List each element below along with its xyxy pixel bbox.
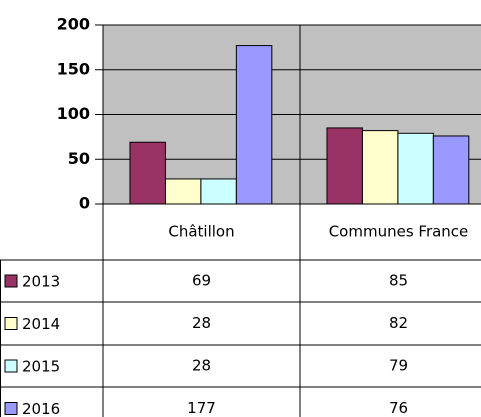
legend-swatch bbox=[4, 402, 18, 415]
legend-label: 2016 bbox=[22, 400, 60, 417]
bar bbox=[432, 135, 470, 205]
y-tick-label: 200 bbox=[57, 15, 90, 34]
legend-swatch bbox=[4, 359, 18, 373]
table-value: 82 bbox=[389, 314, 408, 332]
legend-swatch bbox=[4, 274, 18, 288]
category-label: Châtillon bbox=[168, 223, 234, 241]
table-value: 79 bbox=[389, 357, 408, 375]
legend-label: 2015 bbox=[22, 358, 60, 376]
table-value: 28 bbox=[192, 357, 211, 375]
bar bbox=[164, 178, 202, 205]
table-value: 69 bbox=[192, 272, 211, 290]
table-value: 85 bbox=[389, 272, 408, 290]
legend-swatch bbox=[4, 317, 18, 330]
y-tick-label: 50 bbox=[68, 149, 90, 168]
table-value: 76 bbox=[389, 399, 408, 417]
bar bbox=[361, 130, 399, 205]
legend-label: 2014 bbox=[22, 315, 60, 333]
bar bbox=[235, 45, 273, 205]
bar bbox=[397, 132, 434, 205]
legend-label: 2013 bbox=[22, 273, 60, 291]
category-label: Communes France bbox=[329, 223, 469, 241]
bar bbox=[200, 178, 237, 205]
y-tick-label: 150 bbox=[57, 59, 90, 78]
bar bbox=[326, 127, 363, 205]
y-tick-label: 0 bbox=[79, 194, 90, 213]
table-value: 177 bbox=[187, 399, 216, 417]
y-tick-label: 100 bbox=[57, 104, 90, 123]
table-value: 28 bbox=[192, 314, 211, 332]
bar bbox=[129, 141, 166, 205]
